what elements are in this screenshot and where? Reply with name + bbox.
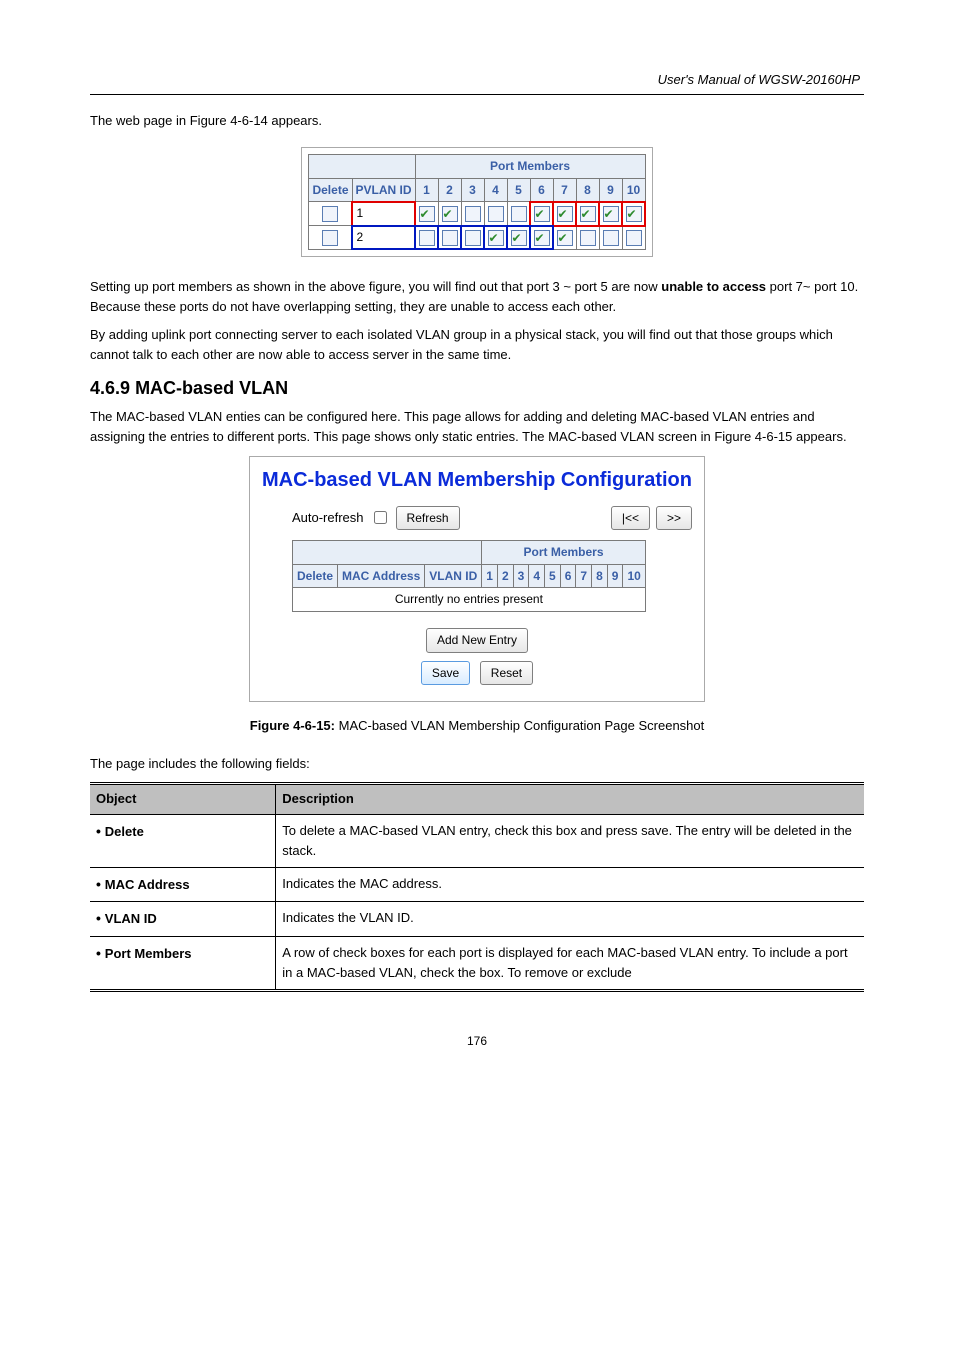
add-new-entry-button[interactable]: Add New Entry [426, 628, 528, 653]
objtbl-desc: To delete a MAC-based VLAN entry, check … [276, 814, 864, 867]
port-member-checkbox[interactable] [511, 230, 527, 246]
port-member-checkbox[interactable] [465, 206, 481, 222]
header-rule [90, 94, 864, 95]
objtbl-head-object: Object [90, 784, 276, 814]
objtbl-head-desc: Description [276, 784, 864, 814]
section-para: The MAC-based VLAN enties can be configu… [90, 407, 864, 447]
section-heading: 4.6.9 MAC-based VLAN [90, 375, 864, 403]
figure-caption: Figure 4-6-15: MAC-based VLAN Membership… [90, 716, 864, 736]
reset-button[interactable]: Reset [480, 661, 533, 686]
port-member-checkbox[interactable] [442, 206, 458, 222]
objtbl-desc: Indicates the VLAN ID. [276, 902, 864, 937]
port-member-checkbox[interactable] [580, 206, 596, 222]
port-member-checkbox[interactable] [488, 230, 504, 246]
auto-refresh-label: Auto-refresh [292, 508, 364, 528]
page-first-button[interactable]: |<< [611, 506, 650, 531]
refresh-button[interactable]: Refresh [396, 506, 460, 531]
objtbl-label: MAC Address [90, 867, 276, 902]
objtbl-label: Port Members [90, 937, 276, 991]
objtbl-desc: Indicates the MAC address. [276, 867, 864, 902]
port-member-checkbox[interactable] [580, 230, 596, 246]
page-includes-text: The page includes the following fields: [90, 754, 864, 774]
port-member-checkbox[interactable] [603, 230, 619, 246]
port-member-checkbox[interactable] [511, 206, 527, 222]
port-member-checkbox[interactable] [626, 230, 642, 246]
doc-header: User's Manual of WGSW-20160HP [90, 70, 864, 90]
mvlan-screenshot: MAC-based VLAN Membership Configuration … [249, 456, 705, 703]
pvlan-screenshot: Port MembersDeletePVLAN ID1234567891012 [301, 147, 652, 256]
port-member-checkbox[interactable] [534, 206, 550, 222]
port-member-checkbox[interactable] [465, 230, 481, 246]
delete-checkbox[interactable] [322, 230, 338, 246]
port-member-checkbox[interactable] [534, 230, 550, 246]
page-number: 176 [90, 1032, 864, 1051]
port-member-checkbox[interactable] [557, 230, 573, 246]
port-member-checkbox[interactable] [488, 206, 504, 222]
save-button[interactable]: Save [421, 661, 470, 686]
pvlan-table: Port MembersDeletePVLAN ID1234567891012 [308, 154, 645, 249]
setting-para-1: Setting up port members as shown in the … [90, 277, 864, 317]
objtbl-label: VLAN ID [90, 902, 276, 937]
mvlan-title: MAC-based VLAN Membership Configuration [262, 465, 692, 496]
port-member-checkbox[interactable] [603, 206, 619, 222]
port-member-checkbox[interactable] [419, 206, 435, 222]
port-member-checkbox[interactable] [419, 230, 435, 246]
objtbl-label: Delete [90, 814, 276, 867]
port-member-checkbox[interactable] [557, 206, 573, 222]
setting-para-2: By adding uplink port connecting server … [90, 325, 864, 365]
port-member-checkbox[interactable] [626, 206, 642, 222]
object-description-table: Object Description DeleteTo delete a MAC… [90, 782, 864, 992]
mvlan-table: Port MembersDeleteMAC AddressVLAN ID1234… [292, 540, 646, 612]
port-member-checkbox[interactable] [442, 230, 458, 246]
intro-text: The web page in Figure 4-6-14 appears. [90, 111, 864, 131]
delete-checkbox[interactable] [322, 206, 338, 222]
auto-refresh-checkbox[interactable] [374, 511, 387, 524]
page-next-button[interactable]: >> [656, 506, 692, 531]
objtbl-desc: A row of check boxes for each port is di… [276, 937, 864, 991]
